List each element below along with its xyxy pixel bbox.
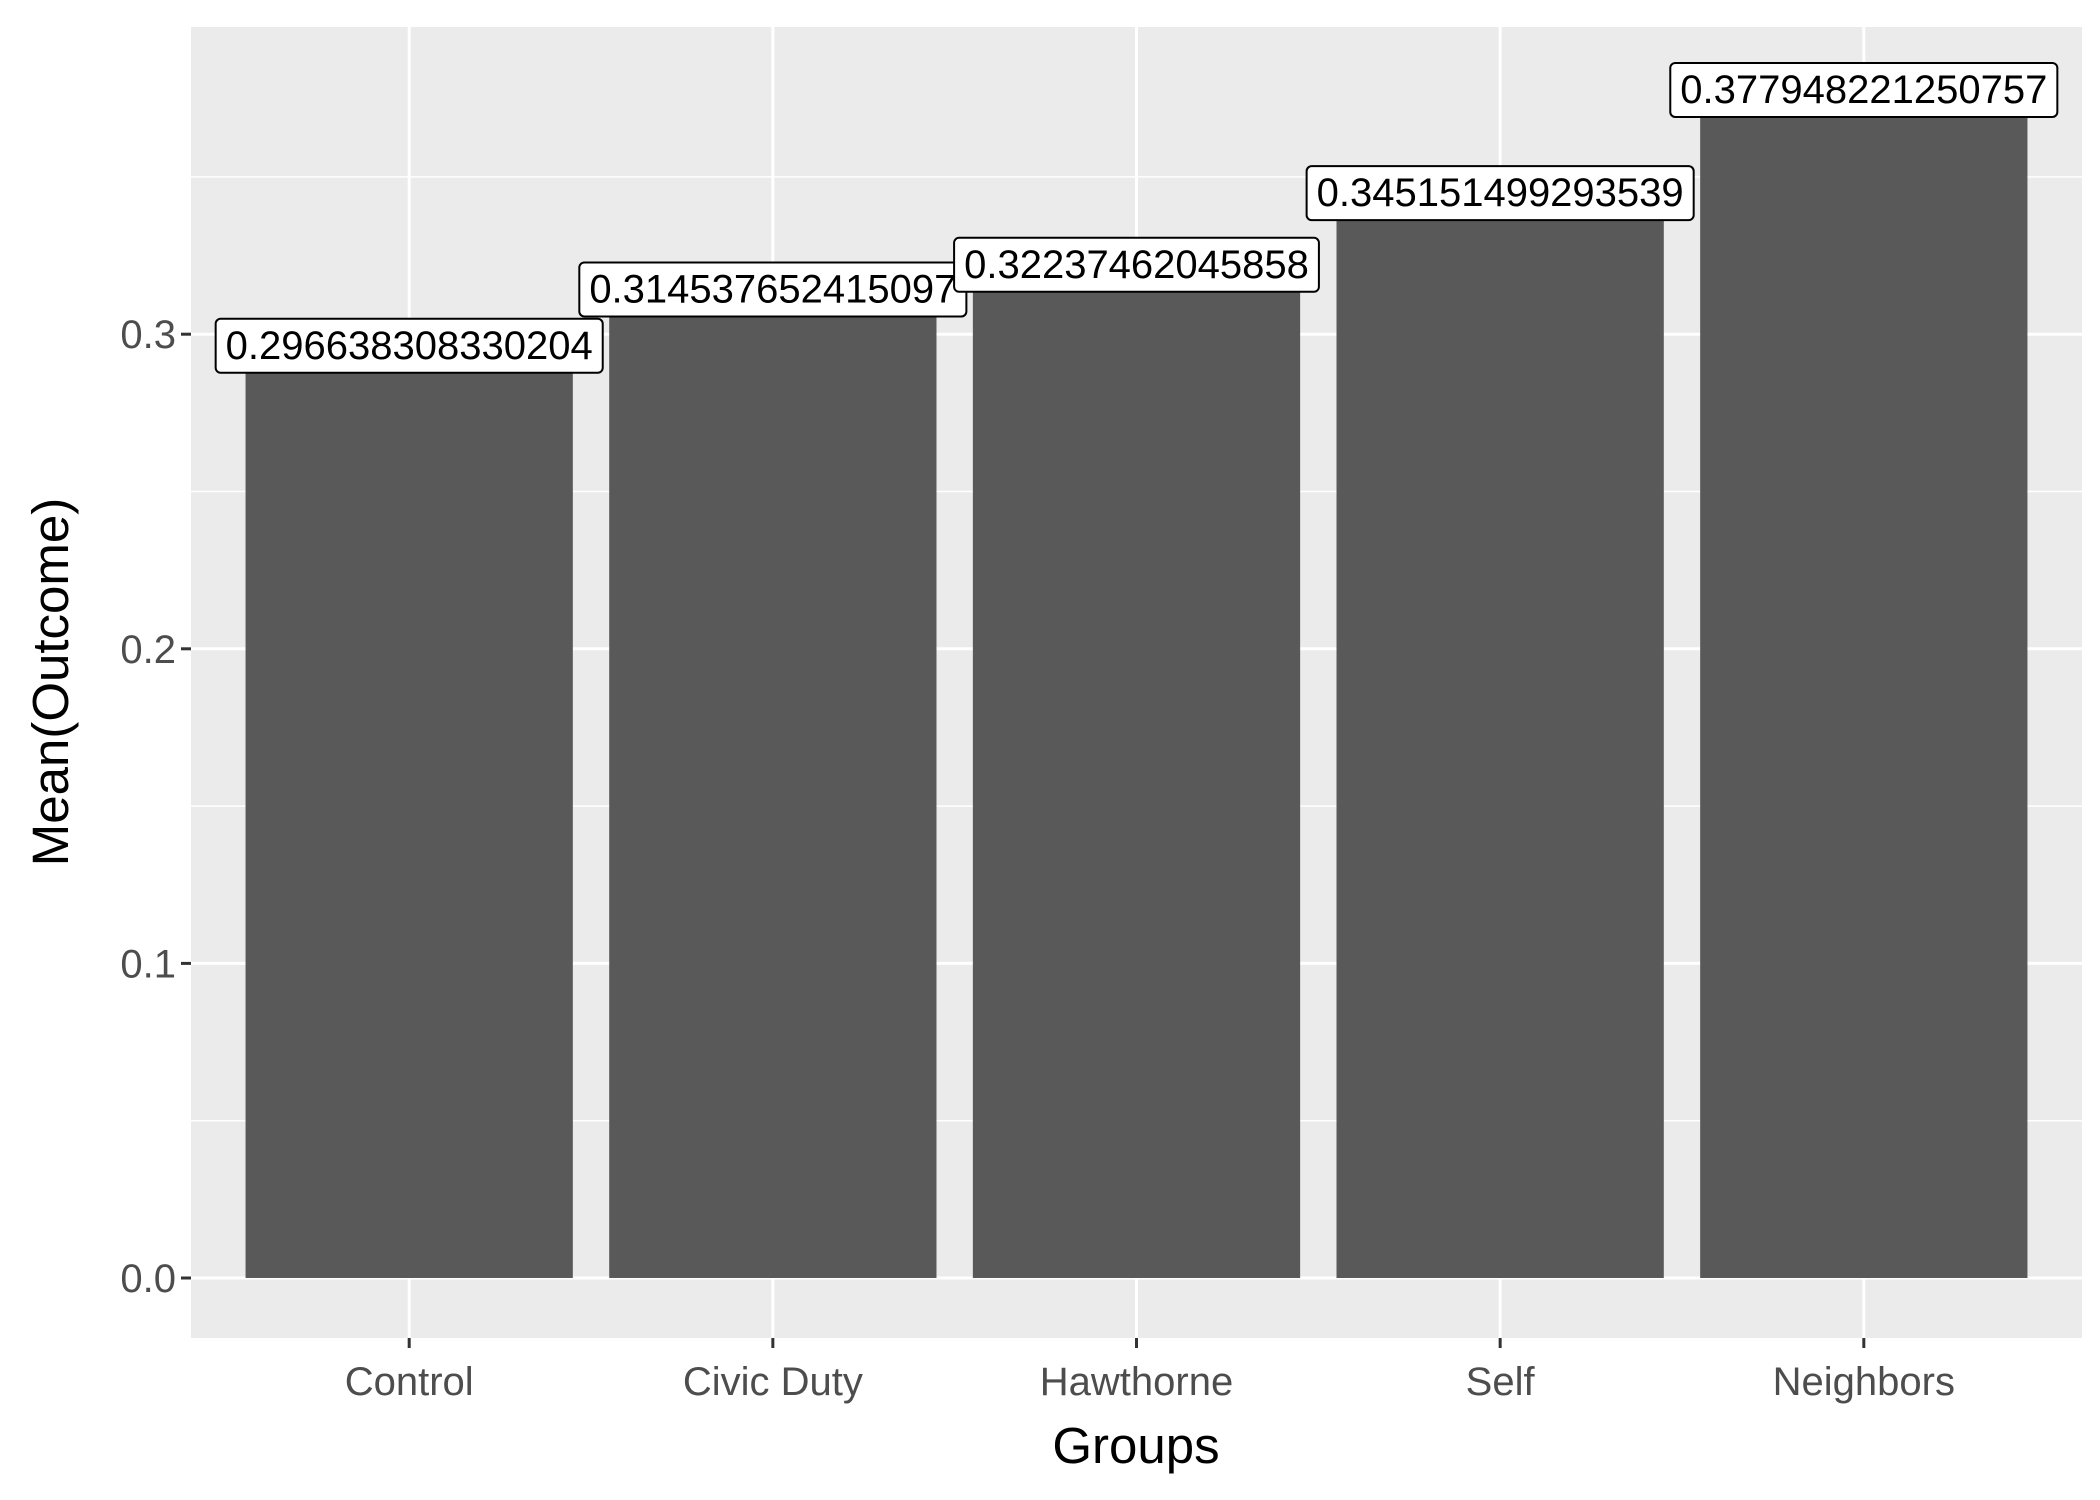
x-tick-label: Self [1466, 1360, 1536, 1404]
data-labels: 0.296638308330204 0.3145376524150970.3223… [214, 61, 2059, 374]
x-tick-label: Civic Duty [683, 1360, 863, 1404]
data-label: 0.345151499293539 [1305, 165, 1695, 222]
x-tick-label: Neighbors [1773, 1360, 1955, 1404]
y-axis-title: Mean(Outcome) [22, 498, 79, 866]
data-label-text: 0.314537652415097 [589, 267, 956, 311]
data-label: 0.314537652415097 [578, 261, 968, 318]
bars [245, 88, 2028, 1279]
data-label-box [1669, 61, 2059, 118]
data-label: 0.296638308330204 [214, 317, 604, 374]
data-label-box [953, 236, 1320, 293]
bar-civic-duty [609, 288, 937, 1278]
data-label-box [1305, 165, 1695, 222]
x-tick-label: Hawthorne [1040, 1360, 1233, 1404]
x-axis: Control Civic Duty Hawthorne Self Neighbors [345, 1338, 1955, 1404]
y-axis: 0.0 0.1 0.2 0.3 [120, 313, 191, 1301]
data-label-text: 0.32237462045858 [964, 243, 1309, 287]
y-tick-label: 0.2 [120, 628, 176, 672]
y-tick-label: 0.1 [120, 942, 176, 986]
bar-neighbors [1700, 88, 2028, 1279]
y-tick-label: 0.0 [120, 1257, 176, 1301]
y-tick-label: 0.3 [120, 313, 176, 357]
data-label-text: 0.377948221250757 [1680, 68, 2047, 112]
data-label: 0.377948221250757 [1669, 61, 2059, 118]
bar-control [245, 344, 573, 1278]
bar-self [1336, 192, 1664, 1279]
data-label-box [214, 317, 604, 374]
data-label-text: 0.296638308330204 [226, 324, 593, 368]
x-axis-title: Groups [1052, 1417, 1219, 1474]
x-tick-label: Control [345, 1360, 474, 1404]
bar-hawthorne [972, 263, 1301, 1278]
data-label-text: 0.345151499293539 [1317, 171, 1684, 215]
data-label: 0.32237462045858 [953, 236, 1320, 293]
